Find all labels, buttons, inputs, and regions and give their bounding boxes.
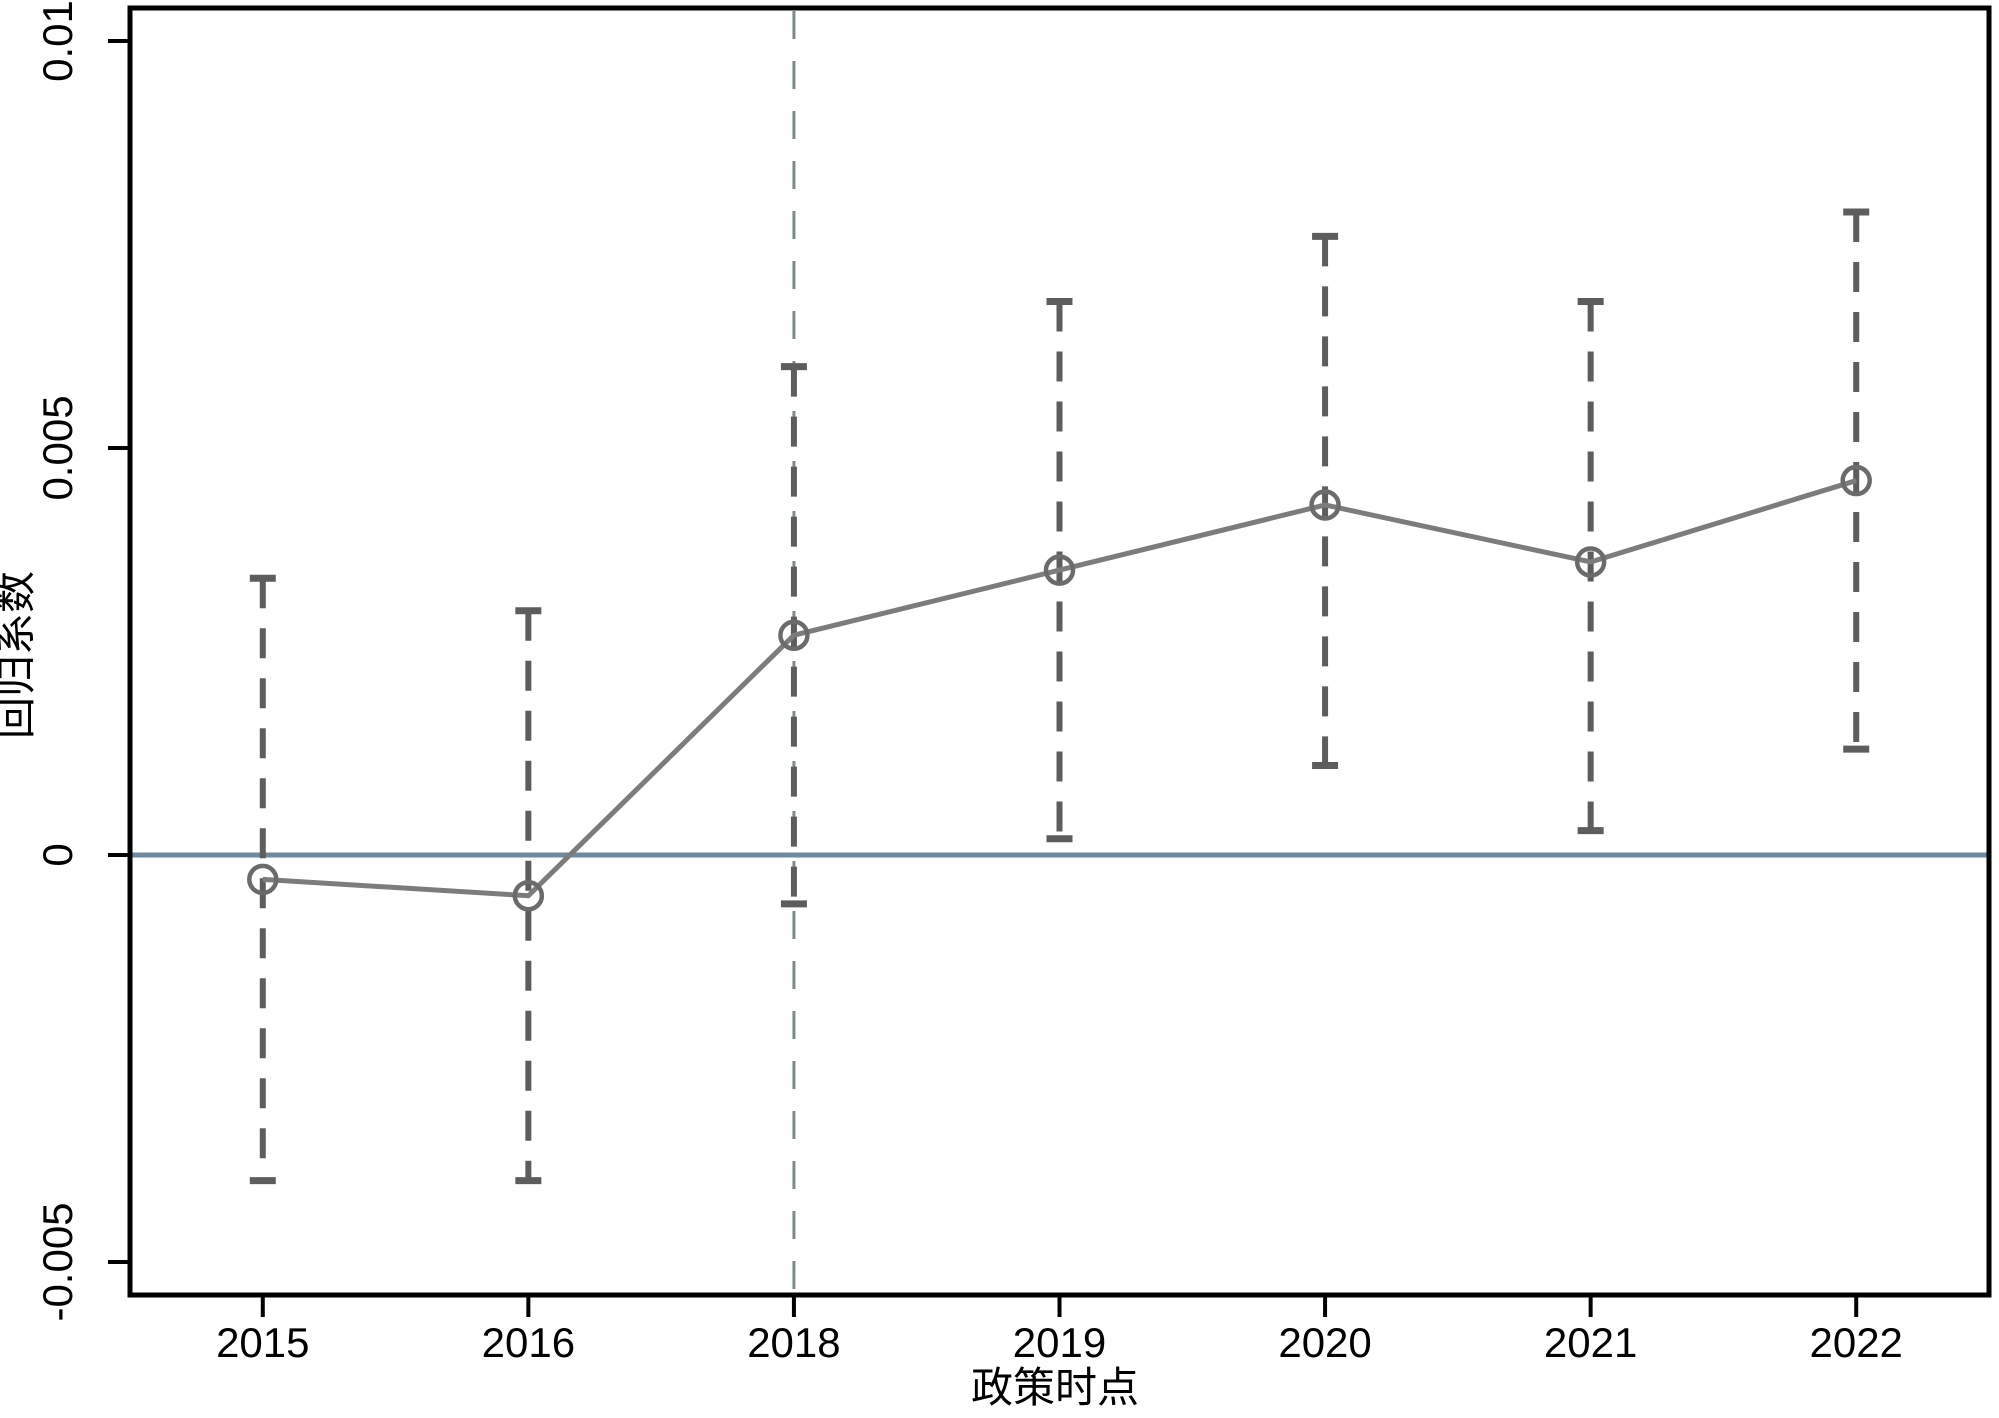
coefficient-marker — [247, 863, 279, 896]
error-bar — [1312, 232, 1339, 769]
error-bar — [515, 607, 542, 1185]
y-tick-label: 0.01 — [34, 0, 81, 82]
y-axis-title: 回归系数 — [0, 571, 39, 739]
coefficient-marker — [512, 879, 545, 912]
x-tick-label: 2018 — [747, 1319, 840, 1366]
x-tick-label: 2016 — [482, 1319, 575, 1366]
reference-lines-layer — [132, 11, 1987, 1293]
y-tick-label: 0 — [34, 843, 81, 866]
error-bar — [1577, 297, 1604, 835]
coefficient-marker — [1840, 464, 1872, 497]
x-tick-label: 2015 — [216, 1319, 309, 1366]
x-tick-label: 2020 — [1278, 1319, 1371, 1366]
x-tick-label: 2021 — [1544, 1319, 1637, 1366]
coefficient-marker — [1574, 546, 1607, 578]
axes-layer: 0.01 0.005 0 -0.005 2015 2016 2018 2019 2020 2021… — [34, 0, 1992, 1366]
coefficient-marker — [778, 619, 810, 651]
series-layer — [247, 464, 1872, 912]
y-tick-label: -0.005 — [34, 1202, 81, 1321]
x-axis-title: 政策时点 — [971, 1364, 1139, 1411]
x-tick-label: 2019 — [1013, 1319, 1106, 1366]
y-tick-label: 0.005 — [34, 395, 81, 500]
x-tick-label: 2022 — [1809, 1319, 1902, 1366]
coefficient-marker — [1309, 489, 1341, 521]
coefficient-marker — [1043, 554, 1076, 586]
error-bars-layer — [249, 208, 1870, 1185]
coefficient-line — [262, 478, 1857, 899]
